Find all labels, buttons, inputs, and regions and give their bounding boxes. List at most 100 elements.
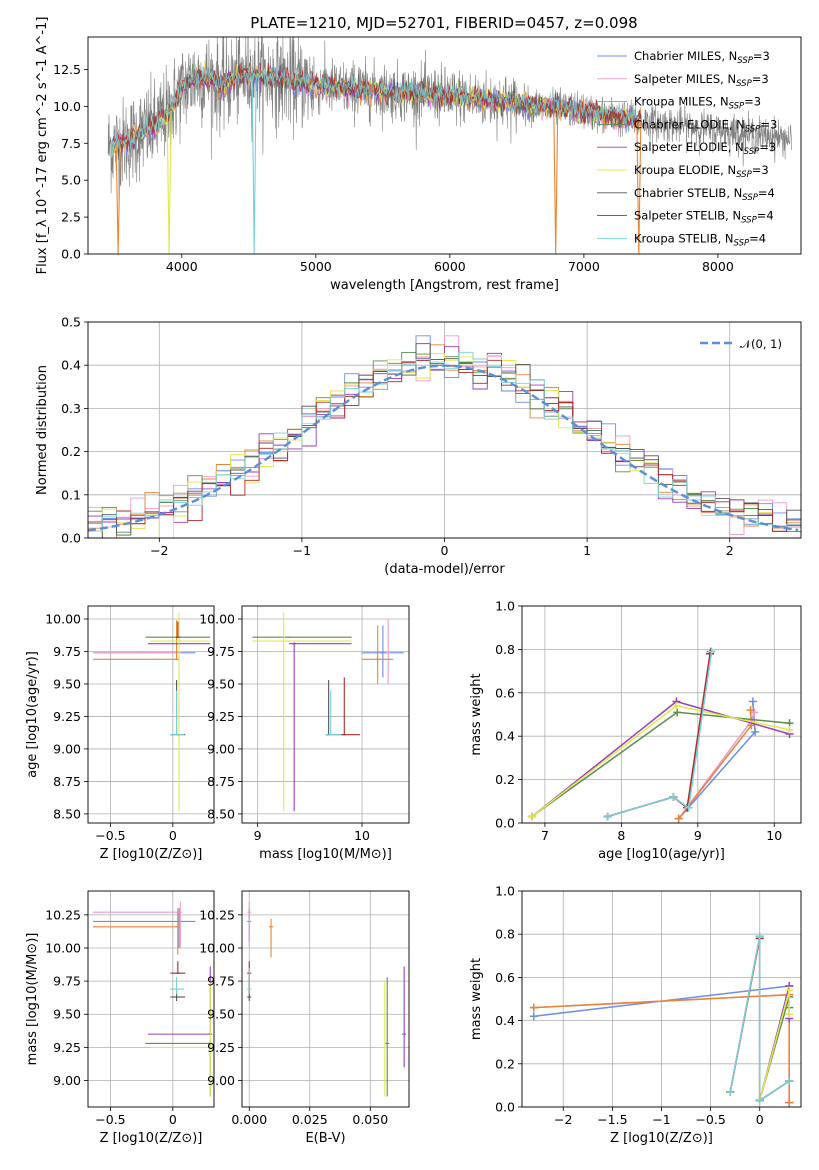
grid [242,606,409,823]
y-tick-label: 9.00 [53,1073,81,1088]
x-tick-label: −0.5 [95,828,125,843]
ticks: −0.5 0 8.50 8.75 9.00 9.25 9.50 9.75 10.00 [45,611,177,843]
weight-vs-age-plot [527,647,794,823]
ticks: 9 10 8.50 8.75 9.00 9.25 9.50 9.75 10.00 [199,611,370,843]
axes-frame [87,605,215,824]
masked-dip [166,111,172,254]
legend-nssp: =3 [752,163,769,177]
x-tick-label: 5000 [300,259,332,274]
weight-marker [785,1010,794,1019]
ticks: −2 −1.5 −1 −0.5 0 0.0 0.2 0.4 0.6 0.8 1.0 [495,884,764,1128]
legend-nssp: =3 [744,95,761,109]
weight-marker [748,697,757,706]
y-axis-label: mass [log10(M/M⊙)] [25,933,40,1066]
legend-label: Salpeter MILES, NSSP=3 [634,72,769,89]
legend-nssp: =3 [760,117,777,131]
x-tick-label: 7000 [568,259,600,274]
y-tick-label: 9.75 [53,644,81,659]
y-tick-label: 9.50 [53,1007,81,1022]
y-tick-label: 0.3 [61,401,81,416]
panel-age-vs-mass: 9 10 8.50 8.75 9.00 9.25 9.50 9.75 10.00 mass [lo… [199,605,410,862]
y-tick-label: 0.2 [495,1056,515,1071]
y-tick-label: 10.00 [199,940,235,955]
legend-nssp: =4 [757,209,774,223]
x-tick-label: 10 [354,828,370,843]
y-tick-label: 9.00 [207,741,235,756]
weight-marker [684,803,693,812]
weight-marker [746,706,755,715]
weight-marker [603,812,612,821]
grid [88,606,214,823]
mass-vs-Z-plot [92,901,213,1097]
grid [88,891,214,1107]
masked-dip [251,75,257,254]
y-tick-label: 8.50 [53,806,81,821]
y-tick-label: 10.00 [199,611,235,626]
legend-label: Chabrier STELIB, NSSP=4 [634,186,775,203]
ticks: 4000 5000 6000 7000 8000 0.0 2.5 5.0 7.5 10.0 12.5 [53,62,734,274]
weight-marker [785,1077,794,1086]
y-tick-label: 12.5 [53,62,81,77]
axes-frame [87,321,802,539]
x-tick-label: 0 [169,828,177,843]
x-tick-label: −0.5 [695,1112,725,1127]
legend-subscript: SSP [729,102,745,112]
masked-dip [636,120,642,254]
x-axis-label: Z [log10(Z/Z⊙)] [100,1131,203,1146]
y-tick-label: 2.5 [61,210,81,225]
legend-label: Chabrier MILES, NSSP=3 [634,49,770,66]
weight-marker [755,932,764,941]
weight-marker [672,701,681,710]
panel-weight-vs-age: 7 8 9 10 0.0 0.2 0.4 0.6 0.8 1.0 age [log10(age/yr… [469,599,802,862]
y-axis-label: Flux [f_λ 10^-17 erg cm^-2 s^-1 A^-1] [35,17,50,275]
x-tick-label: 1 [583,543,591,558]
weight-marker [785,725,794,734]
y-tick-label: 8.75 [53,774,81,789]
mass-vs-EBV-plot [247,901,407,1097]
y-tick-label: 0.4 [495,729,515,744]
panel-mass-vs-Z: −0.5 0 9.00 9.25 9.50 9.75 10.00 10.25 Z [log10(… [25,890,215,1146]
y-tick-label: 9.25 [53,1040,81,1055]
legend-subscript: SSP [736,170,752,180]
x-axis-label: Z [log10(Z/Z⊙)] [100,847,203,862]
legend-label: 𝒩(0, 1) [740,337,782,351]
y-tick-label: 9.50 [53,676,81,691]
x-axis-label: Z [log10(Z/Z⊙)] [610,1131,713,1146]
x-tick-label: 0 [441,543,449,558]
figure-title: PLATE=1210, MJD=52701, FIBERID=0457, z=0… [250,14,637,32]
y-tick-label: 0.0 [495,1100,515,1115]
spectrum-plot [107,37,792,254]
x-tick-label: 8 [617,828,625,843]
y-tick-label: 9.50 [207,1007,235,1022]
ticks: −2 −1 0 1 2 0.0 0.1 0.2 0.3 0.4 0.5 [61,315,734,559]
x-tick-label: 0 [169,1112,177,1127]
axes-frame [521,890,802,1108]
x-tick-label: 0.050 [352,1112,388,1127]
x-tick-label: 0.000 [231,1112,267,1127]
legend-label: Chabrier ELODIE, NSSP=3 [634,117,777,134]
x-tick-label: 0.025 [292,1112,328,1127]
x-axis-label: E(B-V) [305,1131,345,1146]
y-tick-label: 10.25 [45,907,81,922]
legend-subscript: SSP [736,79,752,89]
x-tick-label: 10 [766,828,782,843]
ticks: −0.5 0 9.00 9.25 9.50 9.75 10.00 10.25 [45,907,177,1127]
axes-frame [521,605,802,824]
y-tick-label: 10.0 [53,99,81,114]
ticks: 0.000 0.025 0.050 9.00 9.25 9.50 9.75 10.00 10.2… [199,907,388,1127]
panel-weight-vs-Z: −2 −1.5 −1 −0.5 0 0.0 0.2 0.4 0.6 0.8 1.0 Z [log10(… [469,884,802,1146]
x-tick-label: 9 [694,828,702,843]
y-tick-label: 0.4 [61,358,81,373]
x-tick-label: −1.5 [597,1112,627,1127]
legend-subscript: SSP [744,147,760,157]
y-tick-label: 0.5 [61,315,81,330]
axes-frame [241,890,410,1108]
y-axis-label: age [log10(age/yr)] [25,651,40,778]
y-tick-label: 0.2 [61,444,81,459]
x-tick-label: −2 [554,1112,572,1127]
y-tick-label: 9.75 [207,974,235,989]
weight-marker [673,708,682,717]
y-axis-label: mass weight [469,958,484,1040]
y-tick-label: 0.2 [495,772,515,787]
